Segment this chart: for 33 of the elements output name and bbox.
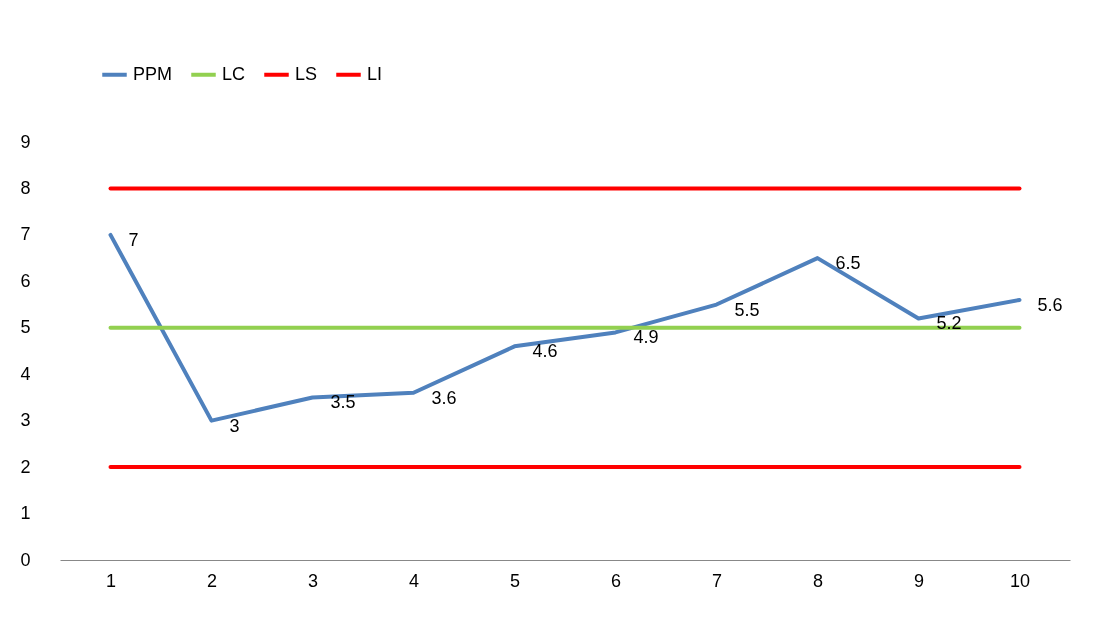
legend-label: LS xyxy=(295,63,318,84)
x-tick-label: 9 xyxy=(913,570,925,591)
x-tick-label: 5 xyxy=(509,570,521,591)
data-label: 3 xyxy=(229,415,240,436)
y-tick-label: 6 xyxy=(20,270,31,291)
y-tick-label: 4 xyxy=(20,363,31,384)
y-tick-label: 2 xyxy=(20,456,31,477)
data-label: 3.6 xyxy=(431,387,457,408)
x-tick-label: 2 xyxy=(206,570,218,591)
y-tick-label: 7 xyxy=(20,224,31,245)
y-tick-label: 3 xyxy=(20,410,31,431)
data-label: 4.6 xyxy=(532,341,558,362)
x-tick-label: 6 xyxy=(610,570,622,591)
data-label: 5.6 xyxy=(1037,294,1063,315)
x-tick-label: 4 xyxy=(408,570,420,591)
data-label: 5.5 xyxy=(734,299,760,320)
y-tick-label: 1 xyxy=(20,503,31,524)
y-tick-label: 5 xyxy=(20,317,31,338)
y-tick-label: 0 xyxy=(20,549,31,570)
x-tick-label: 10 xyxy=(1009,570,1031,591)
data-label: 6.5 xyxy=(835,253,861,274)
x-tick-label: 1 xyxy=(105,570,117,591)
data-label: 7 xyxy=(128,229,139,250)
legend-label: PPM xyxy=(133,63,173,84)
legend-label: LI xyxy=(367,63,383,84)
data-label: 3.5 xyxy=(330,392,356,413)
legend-label: LC xyxy=(222,63,246,84)
data-label: 4.9 xyxy=(633,327,659,348)
x-tick-label: 8 xyxy=(812,570,824,591)
y-tick-label: 8 xyxy=(20,177,31,198)
x-tick-label: 3 xyxy=(307,570,319,591)
y-tick-label: 9 xyxy=(20,131,31,152)
x-tick-label: 7 xyxy=(711,570,723,591)
